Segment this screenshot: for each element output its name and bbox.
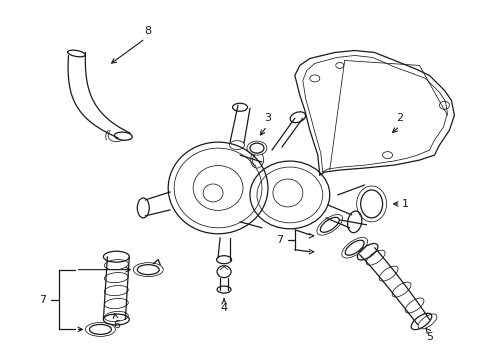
Text: 8: 8 <box>144 26 152 36</box>
Text: 3: 3 <box>264 113 271 123</box>
Text: 2: 2 <box>395 113 402 123</box>
Text: 5: 5 <box>425 332 432 342</box>
Text: 6: 6 <box>113 320 120 330</box>
Text: 7: 7 <box>39 294 46 305</box>
Text: 4: 4 <box>220 302 227 312</box>
Text: 1: 1 <box>401 199 407 209</box>
Text: 7: 7 <box>276 235 283 245</box>
